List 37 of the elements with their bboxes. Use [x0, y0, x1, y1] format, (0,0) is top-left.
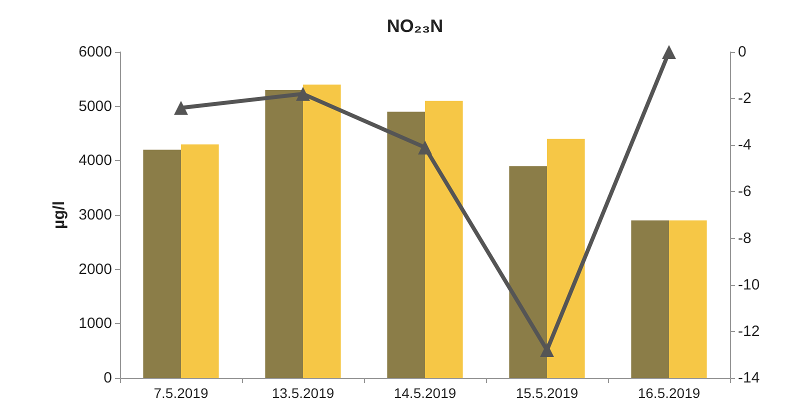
bar [509, 166, 547, 378]
y2-tick-label: -8 [738, 230, 752, 247]
x-tick-label: 15.5.2019 [516, 385, 578, 401]
y2-tick-label: -14 [738, 370, 760, 386]
y2-tick-label: -4 [738, 136, 752, 154]
y-tick-label: 6000 [78, 44, 112, 60]
point [174, 100, 188, 115]
y-tick-label: 1000 [78, 315, 112, 332]
y2-tick-label: -2 [738, 90, 752, 108]
bar [669, 220, 707, 378]
y-tick-label: 4000 [78, 152, 112, 170]
x-tick-label: 7.5.2019 [154, 385, 208, 401]
x-tick-label: 13.5.2019 [272, 385, 334, 401]
y2-tick-label: -12 [738, 322, 760, 340]
bar [143, 150, 181, 378]
y2-tick-label: -6 [738, 183, 752, 200]
bar [265, 90, 303, 378]
y-tick-label: 0 [104, 370, 112, 386]
bar [425, 100, 463, 378]
bar [303, 84, 341, 378]
x-tick-label: 16.5.2019 [638, 385, 700, 401]
bar [181, 144, 219, 378]
point [418, 140, 432, 154]
point [296, 86, 310, 101]
y-tick-label: 3000 [78, 206, 112, 224]
y2-tick-label: 0 [738, 44, 746, 60]
chart-title: NO₂₃N [386, 16, 444, 36]
point [662, 45, 676, 59]
y2-tick-label: -10 [738, 276, 760, 294]
bar [631, 220, 669, 378]
bar [547, 138, 585, 378]
point [540, 343, 554, 358]
y-axis-title: µg/l [51, 201, 68, 229]
x-tick-label: 14.5.2019 [394, 385, 456, 401]
y-tick-label: 2000 [78, 260, 112, 278]
bar [387, 112, 425, 378]
y-tick-label: 5000 [78, 98, 112, 115]
